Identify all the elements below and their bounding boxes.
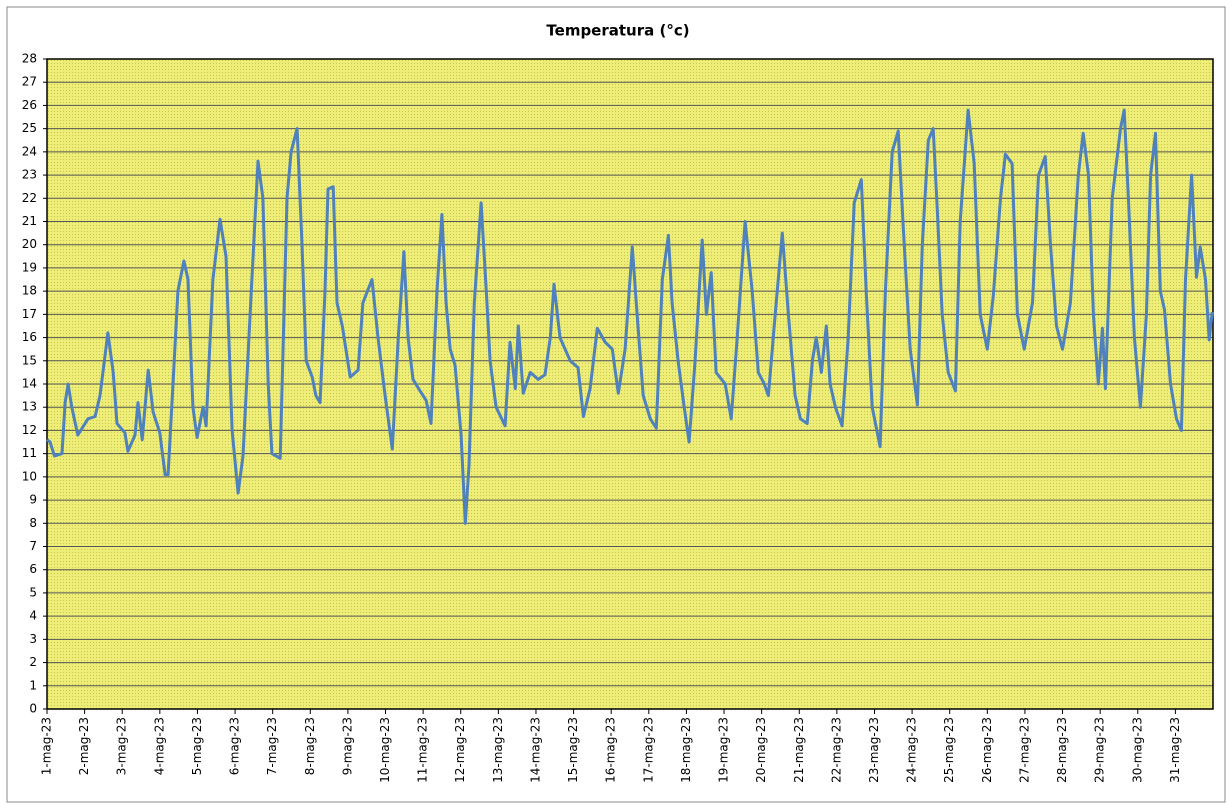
y-tick-label: 3 [29, 632, 37, 646]
x-tick-label: 8-mag-23 [303, 717, 317, 775]
y-tick-label: 20 [22, 237, 37, 251]
x-tick-label: 3-mag-23 [115, 717, 129, 775]
y-tick-label: 2 [29, 655, 37, 669]
x-tick-label: 15-mag-23 [566, 717, 580, 783]
y-tick-label: 6 [29, 562, 37, 576]
x-tick-label: 24-mag-23 [905, 717, 919, 783]
x-tick-label: 6-mag-23 [228, 717, 242, 775]
y-tick-label: 18 [22, 284, 37, 298]
x-tick-label: 5-mag-23 [190, 717, 204, 775]
y-tick-label: 27 [22, 75, 37, 89]
x-tick-label: 7-mag-23 [265, 717, 279, 775]
x-tick-label: 20-mag-23 [754, 717, 768, 783]
y-tick-label: 4 [29, 609, 37, 623]
data-line [46, 108, 1214, 525]
y-tick-label: 7 [29, 539, 37, 553]
y-tick-label: 21 [22, 214, 37, 228]
y-tick-label: 13 [22, 400, 37, 414]
y-tick-label: 19 [22, 260, 37, 274]
x-tick-label: 23-mag-23 [867, 717, 881, 783]
x-tick-label: 11-mag-23 [416, 717, 430, 783]
y-tick-label: 17 [22, 307, 37, 321]
x-tick-label: 26-mag-23 [980, 717, 994, 783]
x-tick-label: 2-mag-23 [77, 717, 91, 775]
y-tick-label: 1 [29, 678, 37, 692]
x-tick-label: 10-mag-23 [378, 717, 392, 783]
y-tick-label: 8 [29, 516, 37, 530]
y-tick-label: 22 [22, 191, 37, 205]
y-tick-label: 10 [22, 469, 37, 483]
y-tick-label: 16 [22, 330, 37, 344]
x-tick-label: 12-mag-23 [453, 717, 467, 783]
x-tick-label: 31-mag-23 [1168, 717, 1182, 783]
plot-border [46, 58, 1214, 710]
y-tick-label: 9 [29, 493, 37, 507]
x-tick-label: 29-mag-23 [1093, 717, 1107, 783]
y-tick-label: 15 [22, 353, 37, 367]
y-tick-label: 11 [22, 446, 37, 460]
x-tick-label: 18-mag-23 [679, 717, 693, 783]
y-tick-label: 23 [22, 168, 37, 182]
x-tick-label: 25-mag-23 [942, 717, 956, 783]
x-tick-label: 13-mag-23 [491, 717, 505, 783]
x-tick-label: 27-mag-23 [1017, 717, 1031, 783]
x-tick-label: 16-mag-23 [604, 717, 618, 783]
x-tick-label: 22-mag-23 [829, 717, 843, 783]
x-tick-label: 1-mag-23 [40, 717, 54, 775]
y-tick-label: 24 [22, 144, 37, 158]
x-tick-label: 21-mag-23 [792, 717, 806, 783]
y-tick-label: 28 [22, 52, 37, 66]
x-tick-label: 28-mag-23 [1055, 717, 1069, 783]
y-tick-label: 25 [22, 121, 37, 135]
y-tick-label: 5 [29, 585, 37, 599]
x-tick-label: 14-mag-23 [528, 717, 542, 783]
x-tick-label: 9-mag-23 [340, 717, 354, 775]
x-tick-label: 19-mag-23 [717, 717, 731, 783]
x-tick-label: 17-mag-23 [641, 717, 655, 783]
y-tick-label: 26 [22, 98, 37, 112]
y-tick-label: 12 [22, 423, 37, 437]
x-tick-label: 30-mag-23 [1130, 717, 1144, 783]
y-tick-label: 0 [29, 702, 37, 716]
x-tick-label: 4-mag-23 [152, 717, 166, 775]
chart-title: Temperatura (°c) [546, 22, 689, 40]
y-tick-label: 14 [22, 377, 37, 391]
